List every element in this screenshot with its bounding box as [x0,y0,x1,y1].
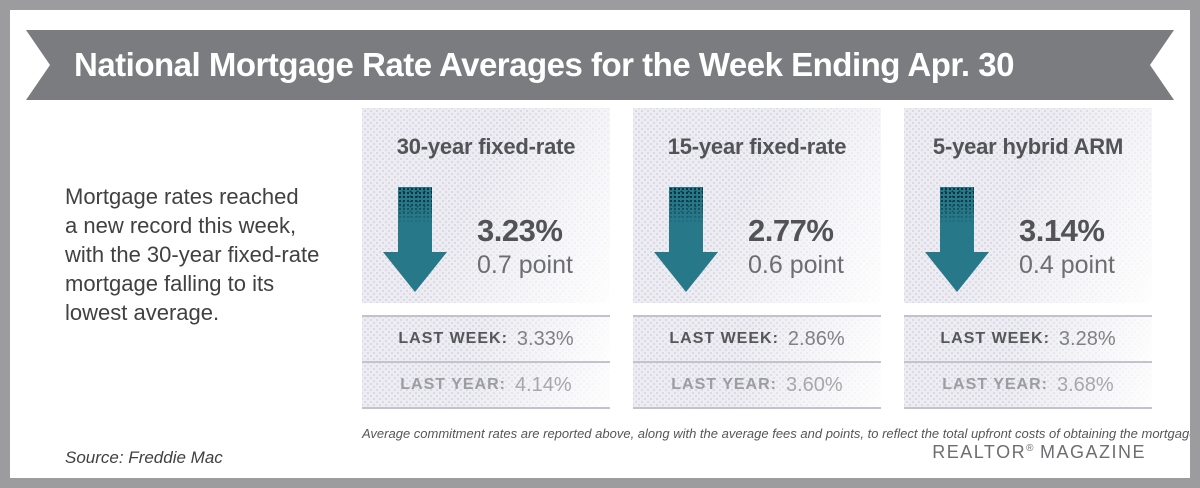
last-week-label: LAST WEEK: [398,330,508,347]
intro-paragraph: Mortgage rates reached a new record this… [65,184,320,325]
publisher-magazine: MAGAZINE [1039,442,1146,462]
points-value: 0.7 point [477,251,573,279]
last-year-value: 3.60% [786,373,843,396]
last-year-value: 4.14% [515,373,572,396]
rate-panel-title: 15-year fixed-rate [667,134,847,159]
last-week-row: LAST WEEK: 3.28% [904,315,1152,361]
current-rate: 3.23% [477,213,563,248]
rate-panel: 5-year hybrid ARM 3.14% 0.4 point [904,108,1152,303]
current-rate: 2.77% [748,213,834,248]
down-arrow-icon [925,187,990,292]
last-year-row: LAST YEAR: 3.60% [633,361,881,407]
column-30-year-fixed: 30-year fixed-rate 3.23% 0.7 point LAST … [362,108,610,409]
last-week-label: LAST WEEK: [940,330,1050,347]
history-stats: LAST WEEK: 3.33% LAST YEAR: 4.14% [362,315,610,409]
publisher-name: REALTOR [932,442,1027,462]
points-value: 0.6 point [748,251,844,279]
rate-panel-title: 30-year fixed-rate [396,134,576,159]
last-week-value: 2.86% [787,327,845,350]
title-ribbon: National Mortgage Rate Averages for the … [26,30,1174,100]
last-year-label: LAST YEAR: [400,376,506,393]
last-year-row: LAST YEAR: 4.14% [362,361,610,407]
rate-row: 3.23% 0.7 point [354,187,602,292]
rate-panel: 15-year fixed-rate 2.77% 0.6 point [633,108,881,303]
rate-panel-title: 5-year hybrid ARM [932,134,1124,159]
points-value: 0.4 point [1019,251,1115,279]
down-arrow-icon [654,187,719,292]
footnote: Average commitment rates are reported ab… [362,426,1200,441]
last-year-value: 3.68% [1057,373,1114,396]
rate-figures: 2.77% 0.6 point [748,213,844,280]
last-year-label: LAST YEAR: [671,376,777,393]
current-rate: 3.14% [1019,213,1105,248]
column-15-year-fixed: 15-year fixed-rate 2.77% 0.6 point LAST … [633,108,881,409]
last-week-row: LAST WEEK: 3.33% [362,315,610,361]
column-5-year-arm: 5-year hybrid ARM 3.14% 0.4 point LAST W… [904,108,1152,409]
history-stats: LAST WEEK: 2.86% LAST YEAR: 3.60% [633,315,881,409]
rate-figures: 3.14% 0.4 point [1019,213,1115,280]
last-week-row: LAST WEEK: 2.86% [633,315,881,361]
rate-columns: 30-year fixed-rate 3.23% 0.7 point LAST … [362,108,1152,409]
rate-row: 2.77% 0.6 point [625,187,873,292]
last-week-value: 3.28% [1058,327,1116,350]
down-arrow-icon [383,187,448,292]
page-title: National Mortgage Rate Averages for the … [74,46,1014,83]
history-stats: LAST WEEK: 3.28% LAST YEAR: 3.68% [904,315,1152,409]
publisher-logo: REALTOR® MAGAZINE [932,442,1146,463]
last-year-row: LAST YEAR: 3.68% [904,361,1152,407]
last-week-label: LAST WEEK: [669,330,779,347]
rate-panel: 30-year fixed-rate 3.23% 0.7 point [362,108,610,303]
last-week-value: 3.33% [516,327,574,350]
last-year-label: LAST YEAR: [942,376,1048,393]
registered-mark: ® [1026,443,1034,454]
rate-figures: 3.23% 0.7 point [477,213,573,280]
source-credit: Source: Freddie Mac [65,448,223,467]
rate-row: 3.14% 0.4 point [896,187,1144,292]
